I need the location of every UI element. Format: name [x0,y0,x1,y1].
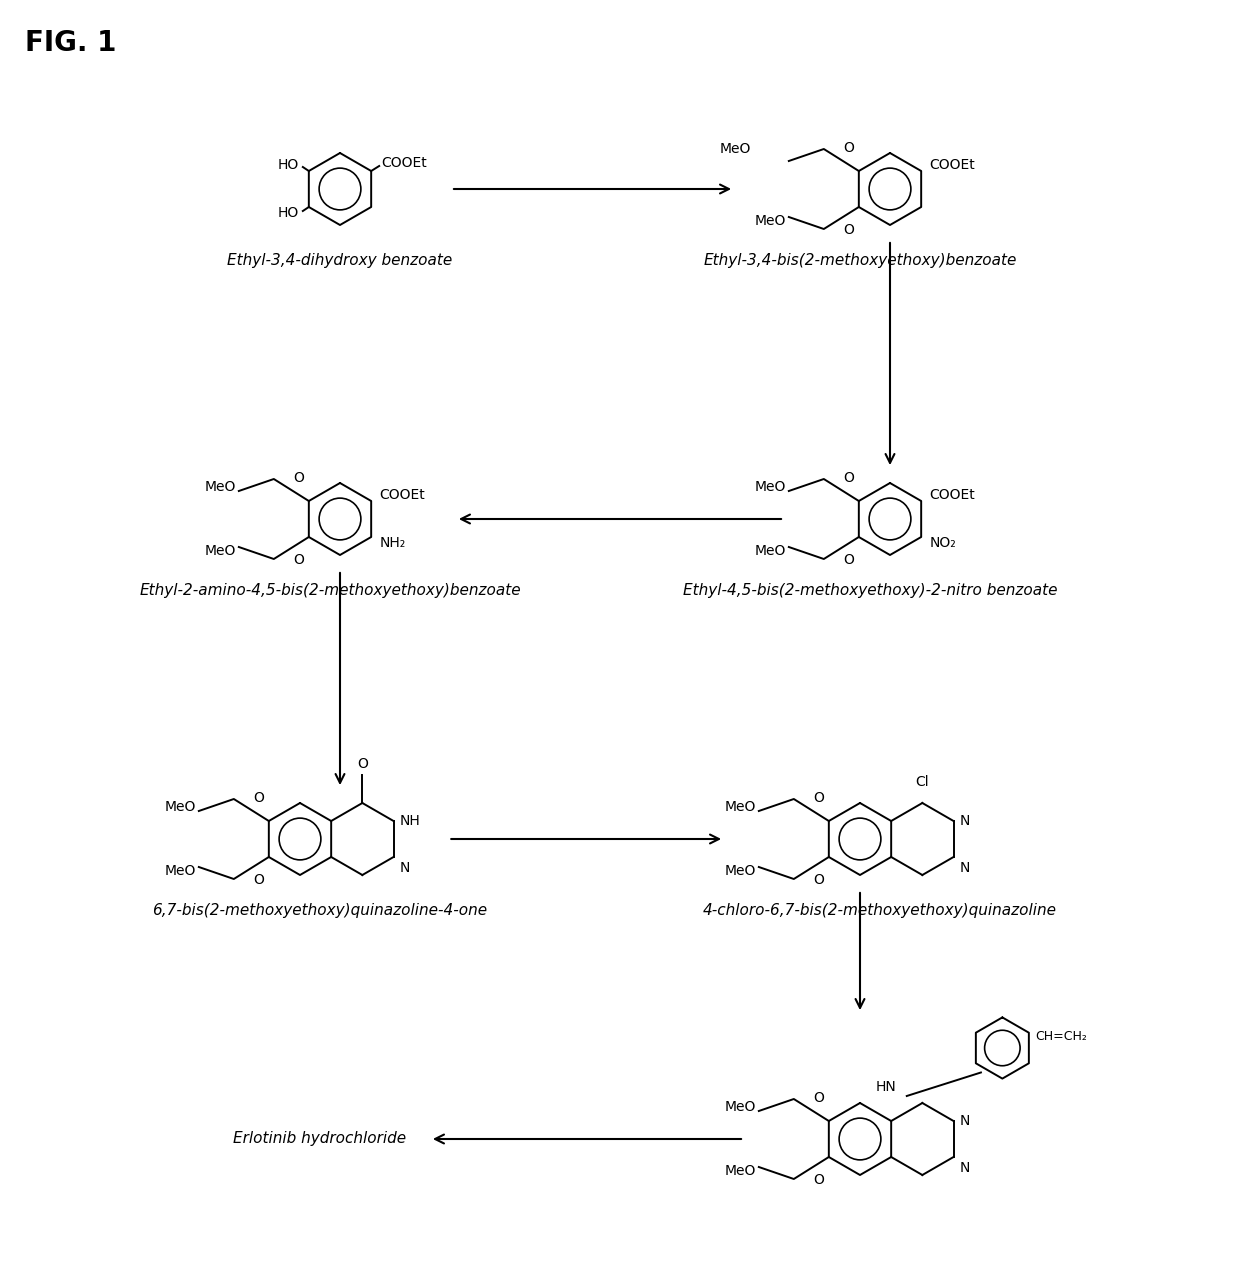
Text: O: O [357,758,368,772]
Text: MeO: MeO [724,1100,756,1114]
Text: Erlotinib hydrochloride: Erlotinib hydrochloride [233,1132,407,1146]
Text: MeO: MeO [205,480,236,494]
Text: O: O [843,141,854,155]
Text: O: O [843,471,854,485]
Text: MeO: MeO [754,544,786,558]
Text: O: O [294,471,304,485]
Text: CH=CH₂: CH=CH₂ [1035,1030,1086,1043]
Text: MeO: MeO [165,799,196,813]
Text: N: N [399,860,410,876]
Text: MeO: MeO [724,799,756,813]
Text: NH₂: NH₂ [379,536,405,549]
Text: NO₂: NO₂ [929,536,956,549]
Text: FIG. 1: FIG. 1 [25,29,117,57]
Text: Ethyl-3,4-dihydroxy benzoate: Ethyl-3,4-dihydroxy benzoate [227,253,453,268]
Text: MeO: MeO [724,1164,756,1178]
Text: COOEt: COOEt [929,159,975,173]
Text: N: N [960,1161,970,1175]
Text: HO: HO [278,206,299,220]
Text: MeO: MeO [754,480,786,494]
Text: MeO: MeO [205,544,236,558]
Text: COOEt: COOEt [379,489,425,503]
Text: N: N [960,1114,970,1128]
Text: MeO: MeO [165,864,196,878]
Text: O: O [813,1091,825,1105]
Text: Ethyl-4,5-bis(2-methoxyethoxy)-2-nitro benzoate: Ethyl-4,5-bis(2-methoxyethoxy)-2-nitro b… [683,582,1058,598]
Text: Ethyl-3,4-bis(2-methoxyethoxy)benzoate: Ethyl-3,4-bis(2-methoxyethoxy)benzoate [703,253,1017,268]
Text: O: O [253,873,264,887]
Text: 4-chloro-6,7-bis(2-methoxyethoxy)quinazoline: 4-chloro-6,7-bis(2-methoxyethoxy)quinazo… [703,904,1056,917]
Text: N: N [960,860,970,876]
Text: COOEt: COOEt [929,489,975,503]
Text: O: O [813,1173,825,1187]
Text: Ethyl-2-amino-4,5-bis(2-methoxyethoxy)benzoate: Ethyl-2-amino-4,5-bis(2-methoxyethoxy)be… [139,582,521,598]
Text: O: O [813,873,825,887]
Text: MeO: MeO [754,214,786,228]
Text: HO: HO [278,159,299,173]
Text: O: O [253,791,264,805]
Text: HN: HN [875,1080,897,1094]
Text: MeO: MeO [719,142,751,156]
Text: O: O [843,553,854,567]
Text: NH: NH [399,813,420,827]
Text: O: O [843,223,854,237]
Text: COOEt: COOEt [381,156,427,170]
Text: MeO: MeO [724,864,756,878]
Text: O: O [294,553,304,567]
Text: N: N [960,813,970,827]
Text: O: O [813,791,825,805]
Text: Cl: Cl [915,775,929,789]
Text: 6,7-bis(2-methoxyethoxy)quinazoline-4-one: 6,7-bis(2-methoxyethoxy)quinazoline-4-on… [153,904,487,917]
